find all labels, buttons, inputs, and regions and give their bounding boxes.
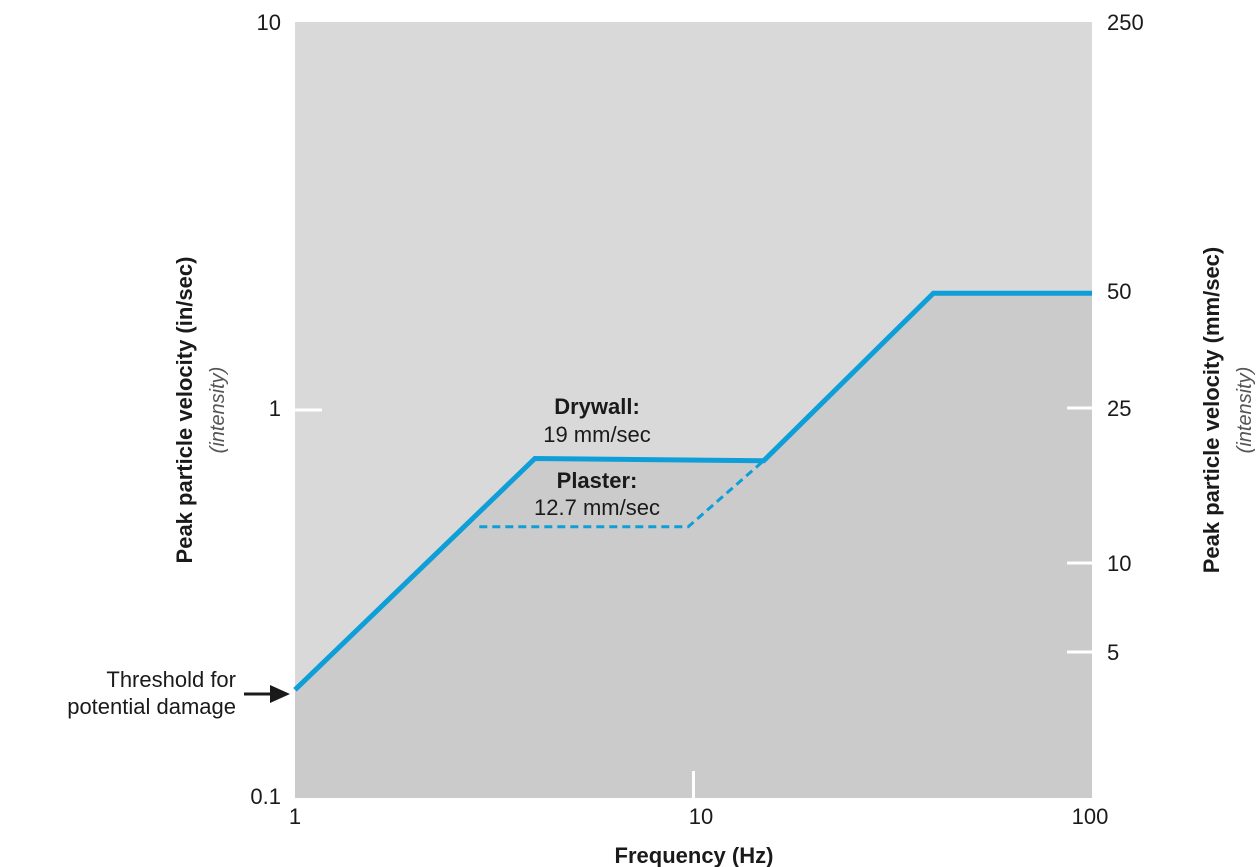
annotation-plaster-value: 12.7 mm/sec [534,495,660,520]
region-below-curve [295,293,1092,798]
y-right-tick-label-10: 10 [1107,551,1131,576]
series-line-plaster [479,459,765,529]
annotation-threshold-line1: Threshold for [106,667,236,692]
annotation-plaster-title: Plaster: [557,468,638,493]
y-left-tick-label-1: 1 [269,396,281,421]
y-right-tick-label-5: 5 [1107,640,1119,665]
annotation-threshold-line2: potential damage [67,694,236,719]
y-right-tick-label-25: 25 [1107,396,1131,421]
x-axis-title: Frequency (Hz) [615,843,774,867]
y-right-tick-label-50: 50 [1107,279,1131,304]
y-left-tick-label-0.1: 0.1 [250,784,281,809]
series-line-drywall [293,290,1092,692]
y-left-axis-title: Peak particle velocity (in/sec) [172,257,197,564]
annotation-drywall-value: 19 mm/sec [543,422,651,447]
y-left-tick-label-10: 10 [257,10,281,35]
x-tick-label-10: 10 [689,804,713,829]
threshold-arrow-icon [244,685,290,703]
y-left-axis-subtitle: (intensity) [207,367,229,454]
inner-tick-marks [295,406,1092,798]
y-right-axis-title: Peak particle velocity (mm/sec) [1199,247,1224,574]
annotation-drywall-title: Drywall: [554,394,640,419]
y-right-axis-subtitle: (intensity) [1234,367,1256,454]
y-right-tick-label-250: 250 [1107,10,1144,35]
x-tick-label-100: 100 [1072,804,1109,829]
x-tick-label-1: 1 [289,804,301,829]
